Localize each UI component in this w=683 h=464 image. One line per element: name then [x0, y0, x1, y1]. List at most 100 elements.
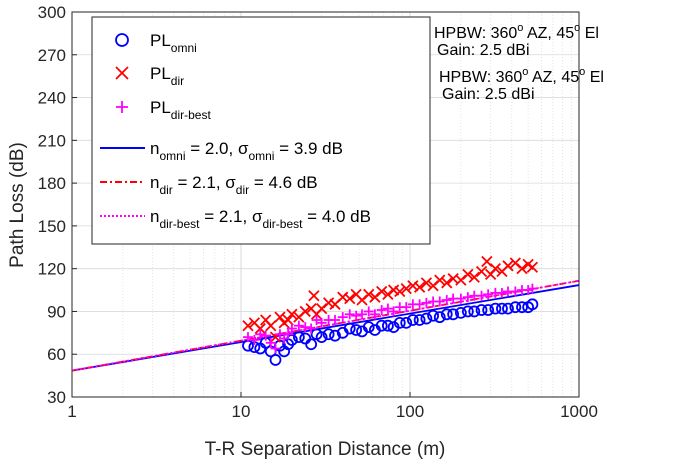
omni-point	[375, 319, 388, 332]
dir-best-point	[357, 309, 368, 320]
omni-point	[329, 329, 341, 342]
dir-best-point	[382, 303, 393, 314]
annotation-hpbw: HPBW: 360o AZ, 45o El	[439, 66, 604, 86]
dir-point	[282, 314, 294, 326]
legend-marker-dir	[115, 66, 129, 80]
x-marker-stroke	[489, 263, 502, 275]
dir-best-point	[311, 315, 322, 325]
dir-point	[308, 290, 320, 302]
dir-best-point	[483, 289, 494, 300]
legend-fit-part: = 3.9 dB	[274, 139, 343, 158]
y-tick-label: 240	[38, 89, 66, 108]
legend-label-dir: PLdir	[150, 64, 184, 88]
dir-point	[382, 288, 394, 300]
dir-best-point	[293, 320, 304, 331]
x-marker-stroke	[274, 311, 286, 323]
x-marker-stroke	[308, 290, 320, 302]
legend-label-sub: dir	[171, 74, 184, 88]
annotation-part: El	[580, 25, 599, 42]
legend-fit-part: σ	[252, 207, 263, 226]
dir-best-point	[265, 337, 276, 348]
x-marker-stroke	[322, 297, 335, 309]
dir-point	[344, 292, 356, 305]
dir-best-point	[527, 283, 538, 294]
legend-fit-part: = 2.1,	[173, 173, 225, 192]
dir-best-point	[421, 297, 432, 308]
x-marker-stroke	[254, 322, 266, 335]
x-marker-stroke	[413, 281, 426, 293]
legend-fit-sub: dir-best	[262, 217, 303, 231]
x-marker-stroke	[407, 280, 419, 292]
omni-point	[447, 308, 460, 321]
annotation-gain: Gain: 2.5 dBi	[442, 86, 535, 103]
dir-point	[394, 285, 406, 298]
data-points	[242, 255, 539, 366]
x-tick-label: 10	[232, 402, 251, 421]
plot-area-border	[71, 11, 580, 398]
dir-best-point	[510, 286, 521, 297]
dir-point	[475, 265, 488, 278]
dir-point	[363, 288, 375, 300]
dir-best-point	[401, 302, 412, 313]
annotation-part: HPBW: 360	[434, 25, 517, 42]
legend-fit-sub: dir	[236, 183, 249, 197]
dir-point	[315, 302, 328, 315]
legend-marker-omni	[115, 33, 129, 47]
x-marker-stroke	[260, 314, 272, 326]
legend-label-sub: omni	[171, 41, 197, 55]
dir-point	[376, 285, 388, 298]
x-tick-label: 100	[396, 402, 424, 421]
omni-point	[393, 316, 406, 329]
y-tick-label: 90	[47, 302, 66, 321]
dir-best-point	[388, 306, 399, 317]
legend-label-main: PL	[150, 31, 171, 50]
y-tick-label: 300	[38, 3, 66, 22]
legend-fit-part: = 2.0,	[185, 139, 237, 158]
dir-best-point	[523, 285, 534, 296]
y-tick-label: 270	[38, 46, 66, 65]
dir-best-point	[476, 290, 487, 301]
x-marker-stroke	[315, 302, 328, 315]
omni-point	[315, 331, 328, 344]
x-marker-stroke	[350, 288, 362, 300]
y-tick-label: 60	[47, 345, 66, 364]
legend-box	[91, 16, 431, 245]
dir-point	[502, 260, 514, 272]
dir-point	[455, 274, 467, 286]
dir-point	[441, 277, 453, 289]
omni-point	[440, 308, 453, 321]
x-marker-stroke	[382, 288, 394, 300]
legend-label-main: PL	[150, 98, 171, 117]
x-marker-stroke	[299, 305, 311, 318]
x-marker-stroke	[394, 285, 406, 298]
x-marker-stroke	[420, 277, 433, 289]
fit-lines	[71, 279, 580, 372]
x-marker-stroke	[462, 268, 474, 281]
dir-point	[400, 282, 412, 295]
dir-best-point	[455, 293, 466, 304]
legend-fit-label: ndir = 2.1, σdir = 4.6 dB	[150, 173, 318, 197]
dir-point	[462, 268, 474, 281]
omni-point	[496, 302, 508, 315]
annotation-part: AZ, 45	[523, 25, 574, 42]
dir-best-point	[330, 315, 341, 325]
x-marker-stroke	[387, 284, 400, 296]
annotation-part: o	[579, 66, 585, 78]
dir-point	[489, 263, 502, 275]
x-marker-stroke	[286, 308, 298, 320]
x-marker-stroke	[248, 317, 261, 329]
x-marker-stroke	[305, 302, 317, 315]
omni-point	[420, 312, 433, 325]
x-marker-stroke	[481, 255, 493, 268]
dir-best-point	[441, 295, 452, 306]
omni-point	[475, 304, 488, 316]
annotation-gain: Gain: 2.5 dBi	[437, 42, 530, 59]
annotation-part: o	[574, 22, 580, 34]
x-marker-stroke	[502, 260, 514, 272]
annotation-part: o	[517, 22, 523, 34]
omni-point	[526, 298, 539, 311]
dir-best-point	[351, 310, 362, 321]
legend-fit-part: σ	[238, 139, 249, 158]
